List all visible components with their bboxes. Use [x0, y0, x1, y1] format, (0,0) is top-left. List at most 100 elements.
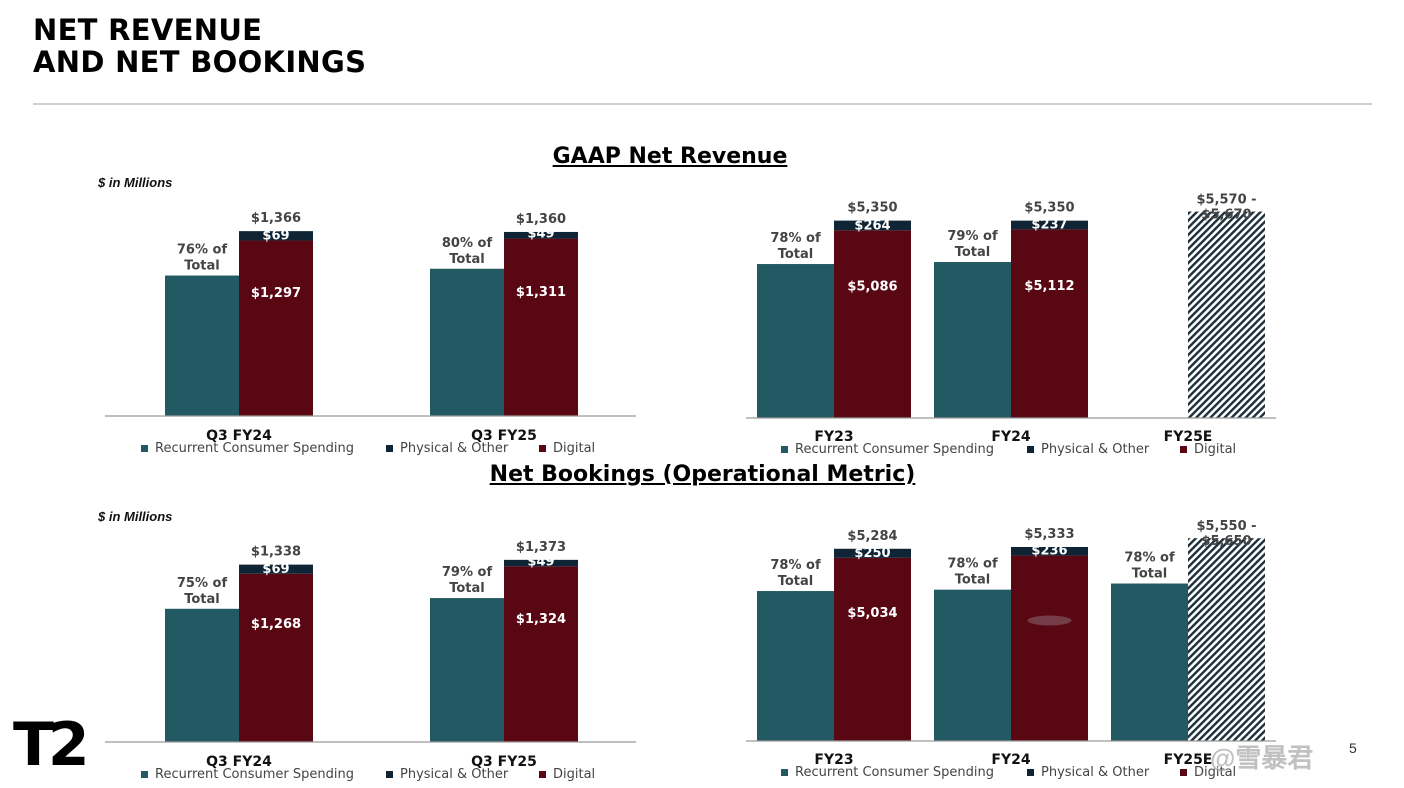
- guidance-range-label: $5,550 -: [1196, 519, 1256, 534]
- legend-swatch: [1027, 769, 1034, 776]
- digital-bar: [504, 238, 578, 416]
- legend-swatch: [141, 445, 148, 452]
- recurrent-share-label: 78% of: [1124, 551, 1175, 566]
- recurrent-share-label: 79% of: [442, 565, 493, 580]
- digital-value-label: $1,311: [516, 285, 566, 300]
- physical-value-label: $49: [527, 227, 554, 242]
- recurrent-bar: [1111, 583, 1188, 741]
- obscured-value-mark: [1027, 615, 1072, 626]
- recurrent-share-label: Total: [778, 247, 814, 262]
- total-value-label: $1,373: [516, 540, 566, 555]
- physical-value-label: $237: [1031, 217, 1067, 232]
- legend-label: Digital: [553, 767, 595, 782]
- digital-value-label: $5,112: [1024, 279, 1074, 294]
- category-axis-label: FY24: [991, 752, 1030, 768]
- bookings-units-label: $ in Millions: [98, 509, 173, 524]
- page-title-line-2: AND NET BOOKINGS: [33, 45, 367, 79]
- recurrent-share-label: 78% of: [770, 231, 821, 246]
- legend-swatch: [1180, 769, 1187, 776]
- digital-value-label: $1,268: [251, 617, 301, 632]
- digital-bar: [1011, 229, 1088, 418]
- category-axis-label: FY25E: [1164, 429, 1213, 445]
- digital-bar: [834, 557, 911, 741]
- physical-value-label: $236: [1031, 544, 1067, 559]
- recurrent-share-label: 78% of: [770, 558, 821, 573]
- page-title-line-1: NET REVENUE: [33, 13, 263, 47]
- physical-value-label: $264: [854, 218, 890, 233]
- recurrent-share-label: 80% of: [442, 236, 493, 251]
- category-axis-label: FY25E: [1164, 752, 1213, 768]
- guidance-range-label: $5,670: [1201, 208, 1251, 223]
- category-axis-label: Q3 FY24: [206, 754, 272, 770]
- legend-swatch: [386, 445, 393, 452]
- digital-value-label: $5,086: [847, 280, 897, 295]
- guidance-hatched-bar: [1188, 211, 1265, 418]
- total-value-label: $5,333: [1024, 527, 1074, 542]
- recurrent-share-label: Total: [955, 573, 991, 588]
- total-value-label: $5,284: [847, 529, 897, 544]
- recurrent-share-label: Total: [449, 581, 485, 596]
- digital-bar: [834, 230, 911, 418]
- total-value-label: $5,350: [847, 201, 897, 216]
- legend-label: Recurrent Consumer Spending: [155, 767, 354, 782]
- bookings-section-title: Net Bookings (Operational Metric): [489, 462, 916, 487]
- legend-swatch: [781, 769, 788, 776]
- legend-label: Physical & Other: [400, 767, 509, 782]
- recurrent-bar: [165, 275, 239, 416]
- physical-bar: [834, 220, 911, 231]
- recurrent-share-label: Total: [1132, 567, 1168, 582]
- recurrent-share-label: Total: [955, 245, 991, 260]
- legend-label: Recurrent Consumer Spending: [795, 765, 994, 780]
- legend-label: Recurrent Consumer Spending: [795, 442, 994, 457]
- category-axis-label: Q3 FY24: [206, 428, 272, 444]
- watermark-text: @雪暴君: [1210, 743, 1314, 773]
- legend-swatch: [141, 771, 148, 778]
- recurrent-bar: [430, 268, 504, 416]
- recurrent-bar: [934, 262, 1011, 418]
- legend-swatch: [1180, 446, 1187, 453]
- recurrent-share-label: 79% of: [947, 229, 998, 244]
- recurrent-share-label: Total: [778, 574, 814, 589]
- gaap-section-title: GAAP Net Revenue: [552, 144, 788, 169]
- guidance-range-label: $5,570 -: [1196, 193, 1256, 208]
- physical-value-label: $69: [262, 228, 289, 243]
- guidance-range-label: $5,650: [1201, 534, 1251, 549]
- physical-bar: [1011, 220, 1088, 230]
- recurrent-bar: [430, 598, 504, 742]
- title-divider: [33, 103, 1372, 105]
- recurrent-share-label: 78% of: [947, 557, 998, 572]
- total-value-label: $1,338: [251, 545, 301, 560]
- category-axis-label: FY24: [991, 429, 1030, 445]
- digital-value-label: $1,297: [251, 286, 301, 301]
- physical-bar: [504, 559, 578, 567]
- legend-label: Digital: [1194, 765, 1236, 780]
- legend-label: Recurrent Consumer Spending: [155, 441, 354, 456]
- t2-logo: T2: [13, 710, 90, 780]
- legend-swatch: [539, 771, 546, 778]
- legend-label: Physical & Other: [1041, 765, 1150, 780]
- digital-bar: [504, 566, 578, 742]
- total-value-label: $5,350: [1024, 201, 1074, 216]
- recurrent-bar: [165, 608, 239, 742]
- digital-bar: [1011, 555, 1088, 741]
- physical-bar: [1011, 546, 1088, 556]
- category-axis-label: FY23: [814, 429, 853, 445]
- digital-bar: [239, 240, 313, 416]
- guidance-hatched-bar: [1188, 538, 1265, 741]
- physical-bar: [239, 231, 313, 241]
- recurrent-bar: [757, 591, 834, 741]
- legend-swatch: [781, 446, 788, 453]
- digital-value-label: $5,034: [847, 606, 897, 621]
- legend-swatch: [386, 771, 393, 778]
- digital-value-label: $1,324: [516, 612, 566, 627]
- category-axis-label: Q3 FY25: [471, 428, 537, 444]
- recurrent-share-label: 75% of: [177, 576, 228, 591]
- legend-swatch: [1027, 446, 1034, 453]
- physical-value-label: $49: [527, 554, 554, 569]
- total-value-label: $1,366: [251, 211, 301, 226]
- physical-value-label: $250: [854, 546, 890, 561]
- digital-bar: [239, 573, 313, 742]
- recurrent-share-label: Total: [449, 252, 485, 267]
- page-number: 5: [1349, 740, 1357, 756]
